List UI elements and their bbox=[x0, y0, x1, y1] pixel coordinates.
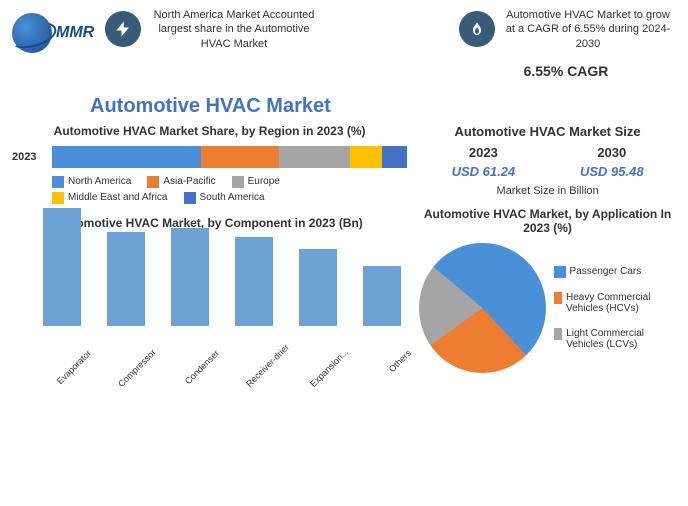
size-year-1: 2023 bbox=[469, 145, 498, 160]
application-chart-title: Automotive HVAC Market, by Application I… bbox=[419, 207, 676, 235]
pie-wrap: Passenger Cars Heavy Commercial Vehicles … bbox=[419, 243, 676, 373]
legend-item: North America bbox=[52, 176, 131, 188]
bar bbox=[107, 232, 145, 326]
info-text-2: Automotive HVAC Market to grow at a CAGR… bbox=[503, 8, 673, 51]
region-legend: North America Asia-Pacific Europe Middle Ea… bbox=[12, 172, 407, 212]
legend-swatch bbox=[554, 292, 562, 304]
stacked-bar-row: 2023 bbox=[12, 146, 407, 168]
size-val-2: USD 95.48 bbox=[580, 164, 644, 179]
header: MMR North America Market Accounted large… bbox=[0, 0, 688, 87]
bar-label: Compressor bbox=[116, 348, 157, 389]
globe-icon bbox=[12, 13, 52, 53]
legend-label: Asia-Pacific bbox=[163, 176, 215, 187]
bar-label: Condenser bbox=[180, 348, 221, 389]
legend-item: Europe bbox=[232, 176, 280, 188]
legend-label: Light Commercial Vehicles (LCVs) bbox=[566, 328, 676, 350]
bar-segment bbox=[279, 146, 350, 168]
size-val-1: USD 61.24 bbox=[452, 164, 516, 179]
size-note: Market Size in Billion bbox=[419, 185, 676, 197]
flame-icon bbox=[459, 11, 495, 47]
legend-item: Middle East and Africa bbox=[52, 192, 168, 204]
bolt-icon bbox=[105, 11, 141, 47]
bar-column: Others bbox=[358, 266, 406, 358]
bar-column: Expansion... bbox=[294, 249, 342, 358]
info-block-2: Automotive HVAC Market to grow at a CAGR… bbox=[456, 8, 676, 79]
legend-swatch bbox=[52, 176, 64, 188]
bar bbox=[363, 266, 401, 326]
logo: MMR bbox=[12, 8, 97, 58]
legend-swatch bbox=[554, 266, 566, 278]
legend-item: Asia-Pacific bbox=[147, 176, 215, 188]
application-chart: Automotive HVAC Market, by Application I… bbox=[419, 207, 676, 373]
bar-column: Compressor bbox=[102, 232, 150, 358]
info-text-1: North America Market Accounted largest s… bbox=[149, 8, 319, 51]
right-column: Automotive HVAC Market Size 2023 2030 US… bbox=[419, 124, 676, 408]
left-column: Automotive HVAC Market Share, by Region … bbox=[12, 124, 407, 408]
pie-chart bbox=[419, 243, 545, 373]
region-chart-title: Automotive HVAC Market Share, by Region … bbox=[12, 124, 407, 138]
bar-label: Receiver-drier bbox=[244, 348, 285, 389]
bar-label: Others bbox=[372, 348, 413, 389]
pie-legend: Passenger Cars Heavy Commercial Vehicles … bbox=[554, 266, 676, 350]
component-chart: Automotive HVAC Market, by Component in … bbox=[12, 216, 407, 408]
legend-label: North America bbox=[68, 176, 131, 187]
legend-label: Europe bbox=[248, 176, 280, 187]
bar bbox=[43, 208, 81, 326]
bar bbox=[235, 237, 273, 326]
bar bbox=[299, 249, 337, 326]
legend-swatch bbox=[232, 176, 244, 188]
bar bbox=[171, 228, 209, 326]
size-values-row: USD 61.24 USD 95.48 bbox=[419, 164, 676, 179]
legend-swatch bbox=[554, 328, 563, 340]
legend-item: South America bbox=[184, 192, 265, 204]
size-title: Automotive HVAC Market Size bbox=[419, 124, 676, 139]
legend-item: Passenger Cars bbox=[554, 266, 676, 278]
bar-column: Condenser bbox=[166, 228, 214, 358]
bar-segment bbox=[201, 146, 279, 168]
bar-column: Receiver-drier bbox=[230, 237, 278, 358]
content: Automotive HVAC Market Share, by Region … bbox=[0, 124, 688, 408]
bar-segment bbox=[350, 146, 382, 168]
bar-label: Expansion... bbox=[308, 348, 349, 389]
bars-container: EvaporatorCompressorCondenserReceiver-dr… bbox=[28, 238, 407, 358]
cagr-value: 6.55% CAGR bbox=[524, 63, 609, 79]
legend-label: South America bbox=[200, 192, 265, 203]
bar-segment bbox=[382, 146, 407, 168]
bar-column: Evaporator bbox=[38, 208, 86, 358]
legend-item: Heavy Commercial Vehicles (HCVs) bbox=[554, 292, 676, 314]
bar-segment bbox=[52, 146, 201, 168]
info-block-1: North America Market Accounted largest s… bbox=[105, 8, 448, 51]
main-title: Automotive HVAC Market bbox=[90, 95, 688, 118]
bar-chart: EvaporatorCompressorCondenserReceiver-dr… bbox=[12, 238, 407, 408]
legend-swatch bbox=[52, 192, 64, 204]
size-years-row: 2023 2030 bbox=[419, 145, 676, 160]
stacked-bar bbox=[52, 146, 407, 168]
size-block: Automotive HVAC Market Size 2023 2030 US… bbox=[419, 124, 676, 197]
year-label: 2023 bbox=[12, 151, 44, 163]
legend-item: Light Commercial Vehicles (LCVs) bbox=[554, 328, 676, 350]
legend-swatch bbox=[184, 192, 196, 204]
size-year-2: 2030 bbox=[597, 145, 626, 160]
legend-label: Heavy Commercial Vehicles (HCVs) bbox=[566, 292, 676, 314]
region-chart: Automotive HVAC Market Share, by Region … bbox=[12, 124, 407, 212]
legend-label: Passenger Cars bbox=[570, 266, 642, 277]
legend-label: Middle East and Africa bbox=[68, 192, 168, 203]
legend-swatch bbox=[147, 176, 159, 188]
logo-text: MMR bbox=[56, 24, 94, 42]
bar-label: Evaporator bbox=[52, 348, 93, 389]
